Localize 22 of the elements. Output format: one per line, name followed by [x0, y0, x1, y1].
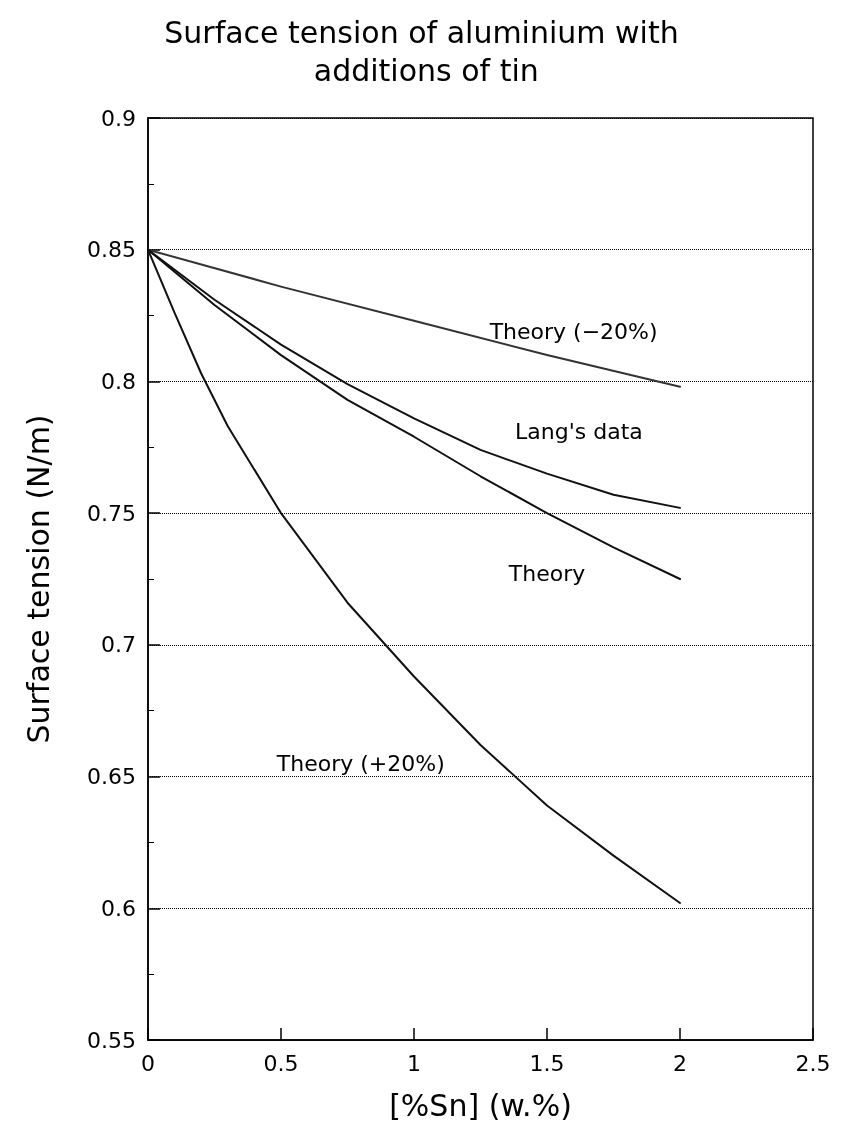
series-label: Theory (−20%) — [488, 318, 658, 344]
y-tick-label: 0.55 — [87, 1027, 136, 1053]
line-series — [147, 248, 681, 388]
y-tick-label: 0.7 — [101, 632, 136, 658]
x-tick-label: 1 — [407, 1050, 421, 1076]
y-tick-label: 0.6 — [101, 895, 136, 921]
y-tick-label: 0.8 — [101, 368, 136, 394]
series-label: Theory (+20%) — [275, 750, 445, 776]
x-axis-title: [%Sn] (w.%) — [389, 1087, 572, 1123]
x-tick-label: 0 — [141, 1050, 155, 1076]
x-tick-label: 2 — [673, 1050, 687, 1076]
y-tick-label: 0.9 — [101, 105, 136, 131]
y-tick-label: 0.75 — [87, 500, 136, 526]
series-label: Theory — [507, 561, 586, 587]
y-axis-title: Surface tension (N/m) — [20, 414, 56, 744]
y-tick-label: 0.85 — [87, 237, 136, 263]
x-tick-label: 1.5 — [529, 1050, 565, 1076]
x-tick-label: 0.5 — [263, 1050, 299, 1076]
x-tick-label: 2.5 — [795, 1050, 831, 1076]
y-tick-label: 0.65 — [87, 764, 136, 790]
series-label: Lang's data — [515, 418, 643, 444]
chart-title: Surface tension of aluminium with additions of tin — [164, 14, 679, 88]
